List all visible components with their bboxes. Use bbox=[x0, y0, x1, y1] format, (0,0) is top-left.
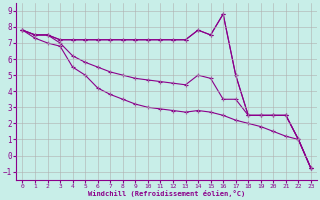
X-axis label: Windchill (Refroidissement éolien,°C): Windchill (Refroidissement éolien,°C) bbox=[88, 190, 245, 197]
